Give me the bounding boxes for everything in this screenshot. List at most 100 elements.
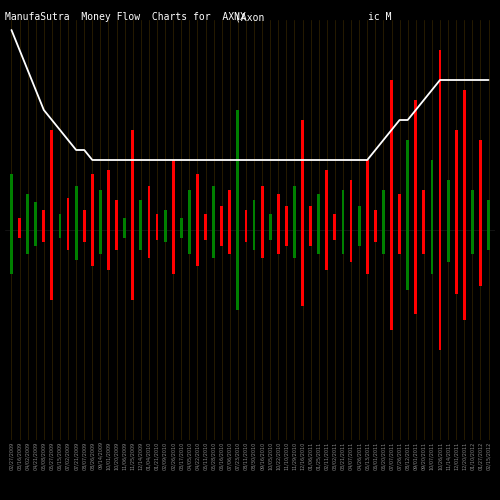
- Bar: [455, 130, 458, 230]
- Bar: [414, 100, 417, 230]
- Bar: [318, 194, 320, 230]
- Bar: [132, 130, 134, 230]
- Bar: [91, 174, 94, 230]
- Bar: [66, 198, 70, 230]
- Bar: [99, 190, 102, 230]
- Bar: [382, 190, 385, 230]
- Bar: [293, 230, 296, 258]
- Bar: [148, 186, 150, 230]
- Bar: [471, 230, 474, 254]
- Text: (Axon: (Axon: [236, 12, 264, 22]
- Bar: [358, 206, 360, 230]
- Bar: [301, 120, 304, 230]
- Bar: [252, 230, 256, 250]
- Bar: [156, 230, 158, 240]
- Bar: [374, 230, 376, 242]
- Bar: [42, 230, 45, 242]
- Bar: [455, 230, 458, 294]
- Bar: [18, 230, 21, 238]
- Bar: [236, 230, 240, 310]
- Bar: [309, 230, 312, 246]
- Bar: [277, 230, 280, 254]
- Bar: [164, 230, 166, 242]
- Bar: [430, 230, 434, 274]
- Bar: [479, 230, 482, 286]
- Text: ic M: ic M: [368, 12, 392, 22]
- Bar: [188, 230, 191, 254]
- Bar: [124, 230, 126, 238]
- Bar: [334, 230, 336, 240]
- Bar: [42, 210, 45, 230]
- Bar: [487, 230, 490, 250]
- Bar: [124, 218, 126, 230]
- Bar: [479, 140, 482, 230]
- Bar: [140, 200, 142, 230]
- Bar: [244, 230, 248, 242]
- Bar: [188, 190, 191, 230]
- Bar: [220, 206, 223, 230]
- Bar: [269, 230, 272, 240]
- Bar: [34, 202, 37, 230]
- Bar: [414, 230, 417, 314]
- Bar: [277, 194, 280, 230]
- Bar: [18, 218, 21, 230]
- Bar: [99, 230, 102, 254]
- Bar: [180, 230, 182, 238]
- Bar: [204, 214, 207, 230]
- Bar: [164, 210, 166, 230]
- Bar: [148, 230, 150, 258]
- Bar: [244, 210, 248, 230]
- Bar: [66, 230, 70, 250]
- Bar: [301, 230, 304, 306]
- Bar: [260, 186, 264, 230]
- Bar: [382, 230, 385, 254]
- Bar: [318, 230, 320, 254]
- Bar: [10, 230, 13, 274]
- Bar: [326, 170, 328, 230]
- Bar: [398, 194, 401, 230]
- Bar: [10, 174, 13, 230]
- Bar: [342, 190, 344, 230]
- Bar: [74, 186, 78, 230]
- Bar: [252, 200, 256, 230]
- Bar: [366, 160, 368, 230]
- Bar: [342, 230, 344, 254]
- Bar: [115, 200, 118, 230]
- Bar: [358, 230, 360, 246]
- Bar: [406, 140, 409, 230]
- Bar: [26, 194, 29, 230]
- Bar: [463, 230, 466, 320]
- Bar: [309, 206, 312, 230]
- Bar: [58, 230, 61, 238]
- Bar: [132, 230, 134, 300]
- Bar: [50, 230, 53, 300]
- Bar: [430, 160, 434, 230]
- Bar: [366, 230, 368, 274]
- Bar: [463, 90, 466, 230]
- Bar: [107, 230, 110, 270]
- Text: ManufaSutra  Money Flow  Charts for  AXNX: ManufaSutra Money Flow Charts for AXNX: [5, 12, 246, 22]
- Bar: [334, 214, 336, 230]
- Bar: [236, 110, 240, 230]
- Bar: [422, 230, 426, 254]
- Bar: [172, 160, 174, 230]
- Bar: [446, 230, 450, 262]
- Bar: [212, 186, 215, 230]
- Bar: [260, 230, 264, 258]
- Bar: [50, 130, 53, 230]
- Bar: [326, 230, 328, 270]
- Bar: [196, 230, 199, 266]
- Bar: [34, 230, 37, 246]
- Bar: [58, 214, 61, 230]
- Bar: [293, 186, 296, 230]
- Bar: [446, 180, 450, 230]
- Bar: [285, 206, 288, 230]
- Bar: [374, 210, 376, 230]
- Bar: [398, 230, 401, 254]
- Bar: [422, 190, 426, 230]
- Bar: [91, 230, 94, 266]
- Bar: [74, 230, 78, 260]
- Bar: [172, 230, 174, 274]
- Bar: [107, 170, 110, 230]
- Bar: [487, 200, 490, 230]
